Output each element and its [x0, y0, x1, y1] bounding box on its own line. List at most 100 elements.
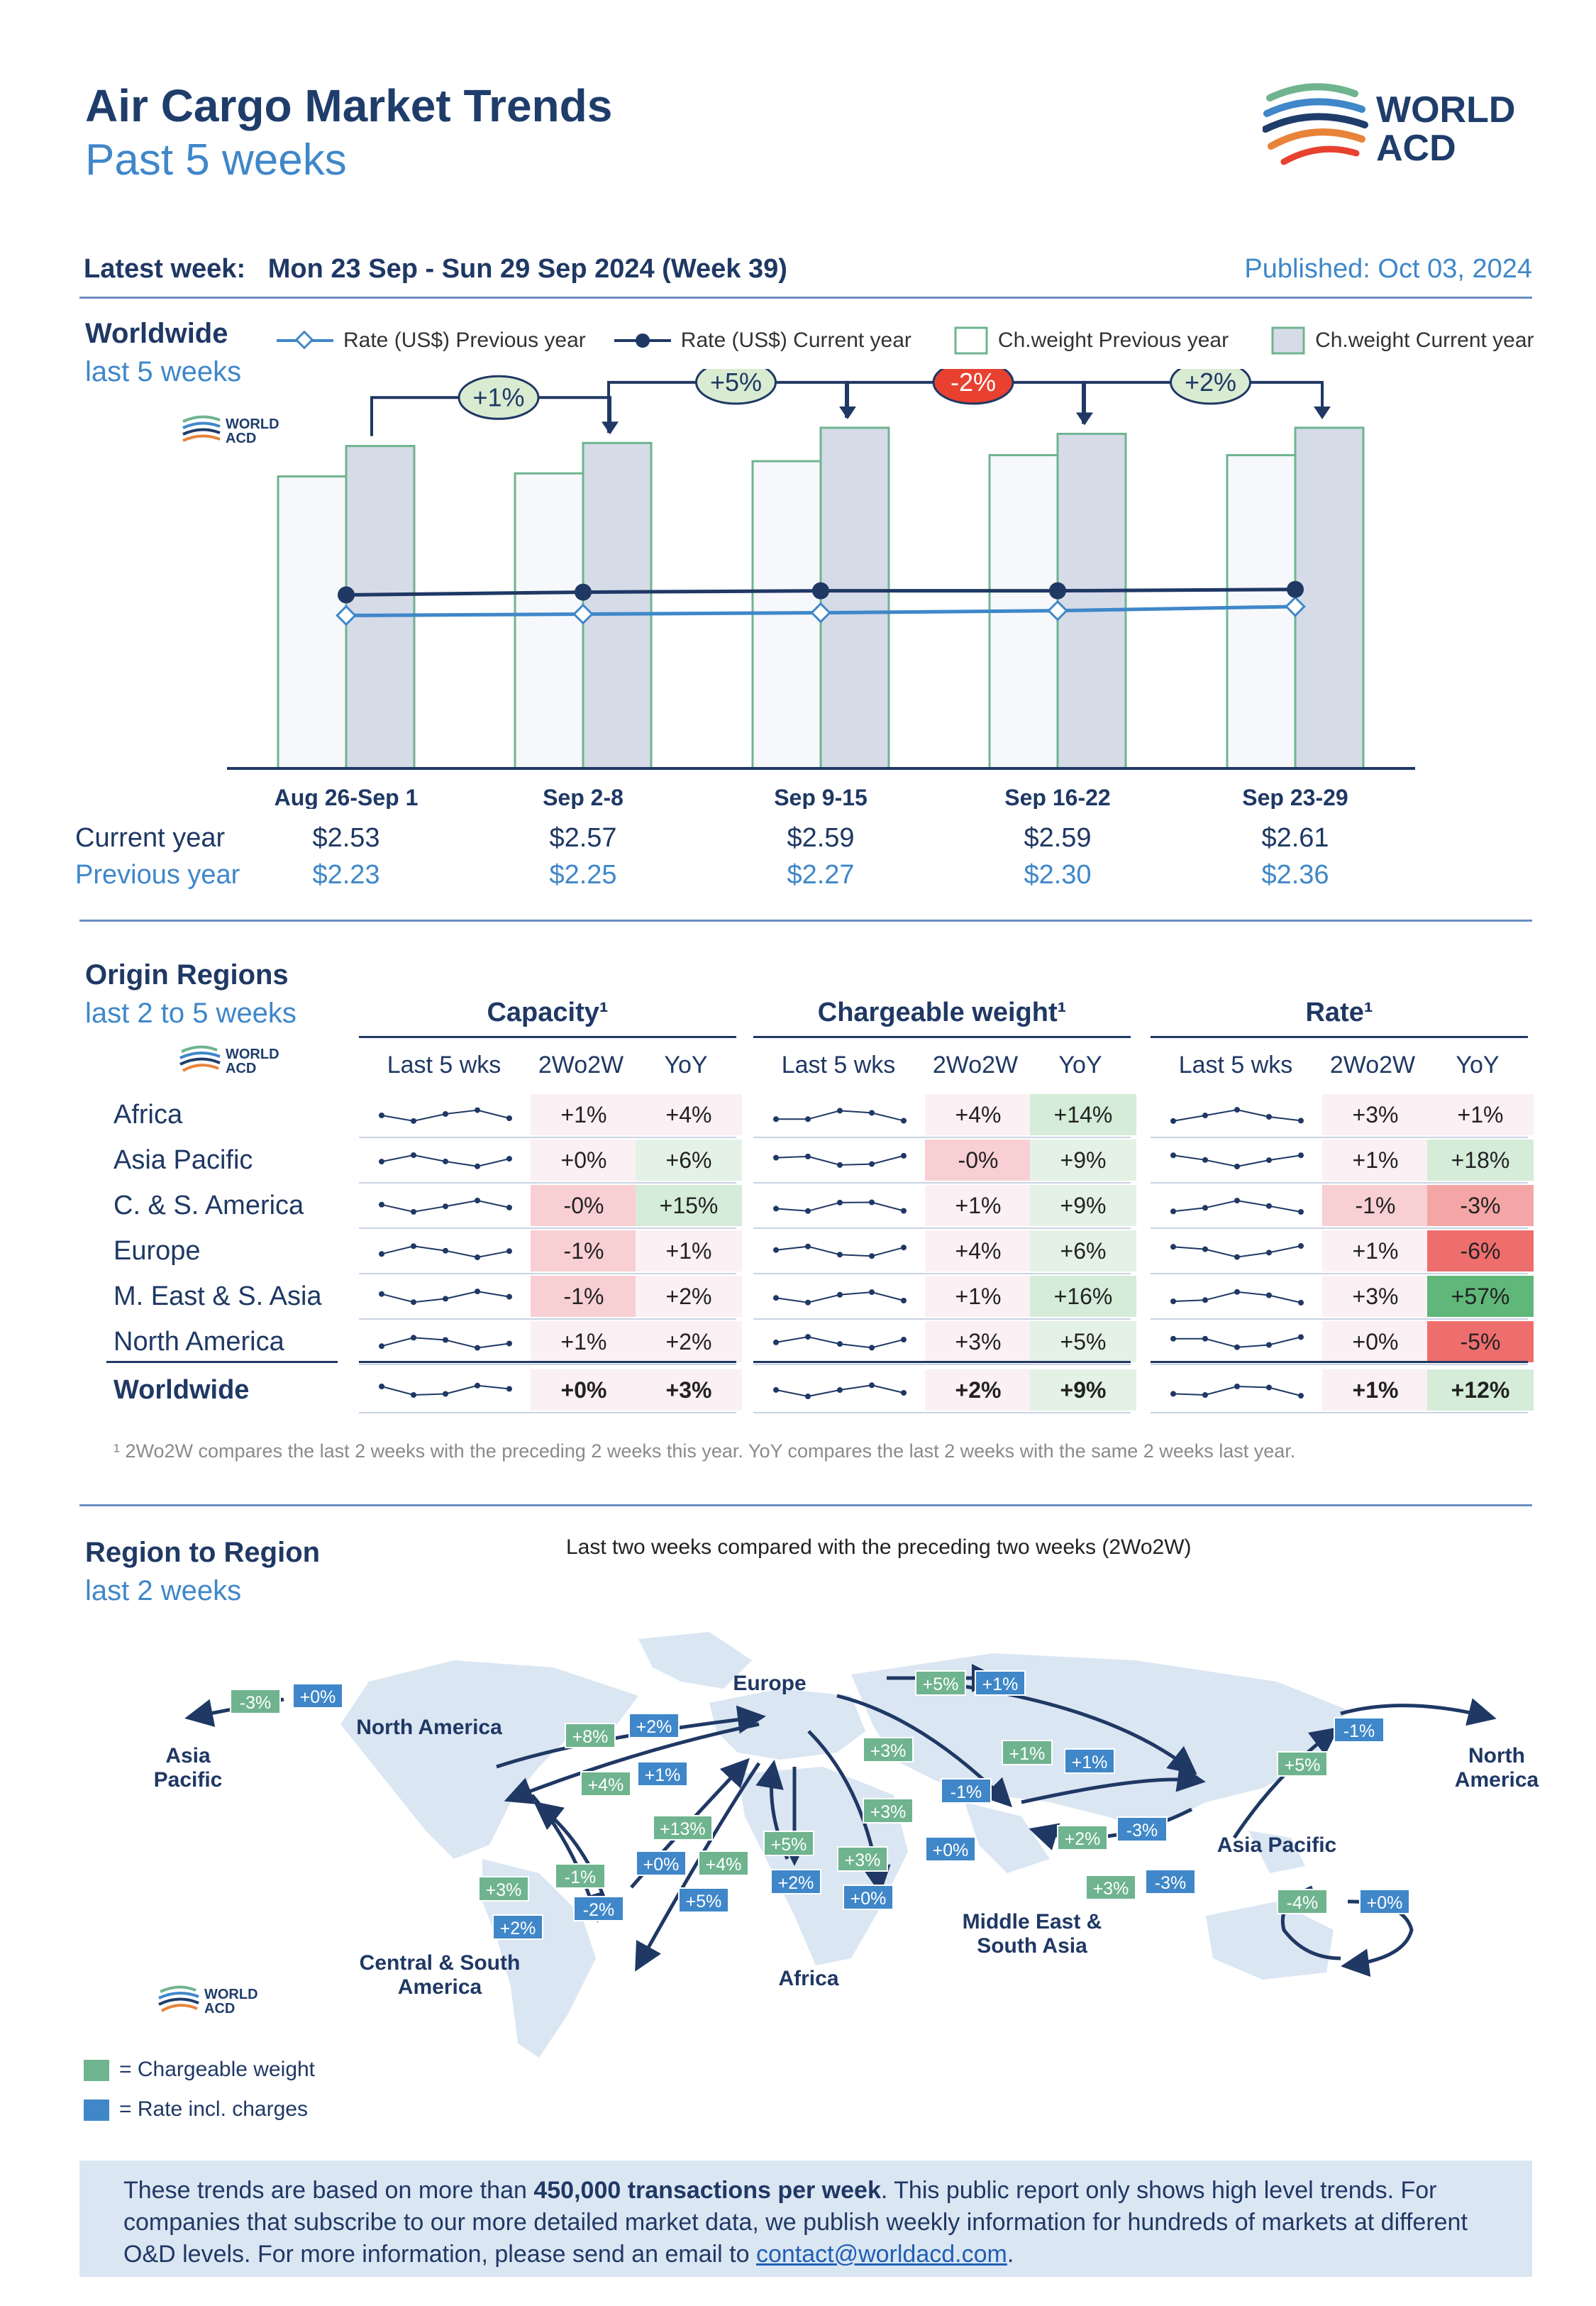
rate-change-badge: +2%: [492, 1914, 543, 1940]
point-rate-curr: [1049, 582, 1066, 600]
worldwide-rule: [753, 1361, 1131, 1363]
col-header-last5: Last 5 wks: [781, 1052, 896, 1078]
row-divider: [753, 1364, 1131, 1365]
row-divider: [359, 1182, 736, 1184]
map-label-asia-pacific: Asia Pacific: [1217, 1833, 1337, 1857]
info-text-2: . This public report only shows high lev…: [123, 2177, 1468, 2268]
map-logo: WORLD ACD: [157, 1983, 271, 2022]
rate-previous-value: $2.23: [312, 860, 380, 890]
cell-2wo2w: -0%: [531, 1185, 637, 1226]
rate-previous-value: $2.36: [1261, 860, 1329, 890]
latest-week: Latest week: Mon 23 Sep - Sun 29 Sep 202…: [84, 254, 787, 284]
cw-change-badge: +3%: [837, 1846, 888, 1872]
bar-cw-curr: [345, 445, 416, 770]
cell-2wo2w: +2%: [925, 1369, 1031, 1411]
cell-2wo2w: +1%: [925, 1185, 1031, 1226]
rate-current-value: $2.57: [549, 823, 617, 853]
worldwide-chart: Aug 26-Sep 1 Sep 2-8 Sep 9-15 Sep 16-22 Sep …: [182, 369, 1415, 809]
row-divider: [1151, 1412, 1528, 1413]
cell-yoy: +14%: [1030, 1094, 1136, 1135]
cell-2wo2w: -1%: [531, 1276, 637, 1317]
point-rate-curr: [1287, 580, 1304, 598]
row-divider: [753, 1273, 1131, 1274]
page-subtitle: Past 5 weeks: [85, 136, 347, 184]
row-divider: [359, 1318, 736, 1320]
point-rate-prev: [1285, 596, 1306, 617]
change-arrow-icon: [1314, 406, 1331, 419]
change-label: +5%: [710, 369, 762, 397]
rate-change-badge: +5%: [678, 1887, 729, 1913]
published-date: Published: Oct 03, 2024: [1244, 254, 1532, 284]
rate-change-badge: +0%: [925, 1836, 976, 1862]
bar-cw-prev: [514, 472, 584, 770]
cw-change-badge: +13%: [653, 1815, 713, 1841]
sparkline: [773, 1382, 907, 1399]
region-row-label: C. & S. America: [113, 1191, 304, 1220]
bar-cw-prev: [277, 475, 348, 770]
region-title: Region to Region: [85, 1537, 321, 1568]
divider: [79, 1504, 1532, 1506]
group-header: Chargeable weight¹: [817, 998, 1067, 1027]
svg-text:ACD: ACD: [226, 431, 256, 446]
cell-yoy: -3%: [1427, 1185, 1534, 1226]
cw-change-badge: +4%: [580, 1771, 631, 1797]
sparkline: [1170, 1289, 1304, 1306]
change-badge: [695, 369, 777, 405]
point-rate-prev: [810, 602, 831, 624]
map-label-central-south-america: Central & South America: [359, 1951, 521, 1999]
svg-text:WORLD: WORLD: [204, 1987, 258, 2002]
change-badge: [1170, 369, 1251, 405]
rate-change-badge: +1%: [637, 1761, 688, 1787]
worldwide-subtitle: last 5 weeks: [85, 356, 242, 387]
cell-2wo2w: +1%: [925, 1276, 1031, 1317]
svg-text:ACD: ACD: [204, 2001, 235, 2017]
col-header-last5: Last 5 wks: [1178, 1052, 1293, 1078]
cell-2wo2w: -1%: [531, 1230, 637, 1271]
cell-yoy: -5%: [1427, 1321, 1534, 1362]
row-divider: [1151, 1318, 1528, 1320]
rate-change-badge: -1%: [1334, 1717, 1385, 1743]
cell-yoy: +1%: [636, 1230, 742, 1271]
row-divider: [753, 1228, 1131, 1229]
legend-cw-prev-icon: [954, 326, 988, 355]
x-tick-label: Aug 26-Sep 1: [275, 785, 419, 809]
cw-change-badge: +5%: [763, 1831, 814, 1856]
cell-2wo2w: +0%: [531, 1369, 637, 1411]
cell-yoy: +2%: [636, 1276, 742, 1317]
cell-yoy: +9%: [1030, 1140, 1136, 1181]
rate-change-badge: -1%: [941, 1778, 992, 1804]
sparkline: [379, 1198, 512, 1215]
cw-change-badge: +8%: [565, 1723, 616, 1748]
sparkline: [1170, 1107, 1304, 1124]
sparkline: [379, 1289, 512, 1306]
contact-email-link[interactable]: contact@worldacd.com: [755, 2241, 1007, 2268]
region-row-label: North America: [113, 1327, 284, 1357]
footnote: ¹ 2Wo2W compares the last 2 weeks with t…: [113, 1440, 1296, 1462]
cell-yoy: +2%: [636, 1321, 742, 1362]
rate-change-badge: +0%: [292, 1683, 343, 1709]
sparkline: [379, 1382, 512, 1398]
legend-rate-text: = Rate incl. charges: [119, 2097, 308, 2121]
rate-current-value: $2.53: [312, 823, 380, 853]
map-label-middle-east: Middle East & South Asia: [962, 1910, 1102, 1958]
rate-change-badge: +0%: [843, 1885, 894, 1910]
cw-change-badge: +5%: [1277, 1751, 1328, 1777]
sparkline: [1170, 1334, 1304, 1350]
divider: [79, 297, 1532, 299]
info-text-3: .: [1007, 2241, 1014, 2268]
row-label-previous: Previous year: [75, 860, 240, 890]
change-label: -2%: [951, 369, 996, 397]
worldwide-rule: [359, 1361, 736, 1363]
map-label-europe: Europe: [733, 1672, 807, 1695]
cell-yoy: +15%: [636, 1185, 742, 1226]
row-divider: [753, 1137, 1131, 1138]
rate-change-badge: +1%: [1064, 1748, 1115, 1774]
rate-change-badge: -3%: [1145, 1869, 1196, 1894]
sparkline: [773, 1152, 907, 1168]
cell-yoy: +9%: [1030, 1369, 1136, 1411]
cell-yoy: +6%: [636, 1140, 742, 1181]
sparkline: [773, 1108, 907, 1124]
logo-text-world: WORLD: [1376, 89, 1516, 131]
sparkline: [773, 1289, 907, 1306]
